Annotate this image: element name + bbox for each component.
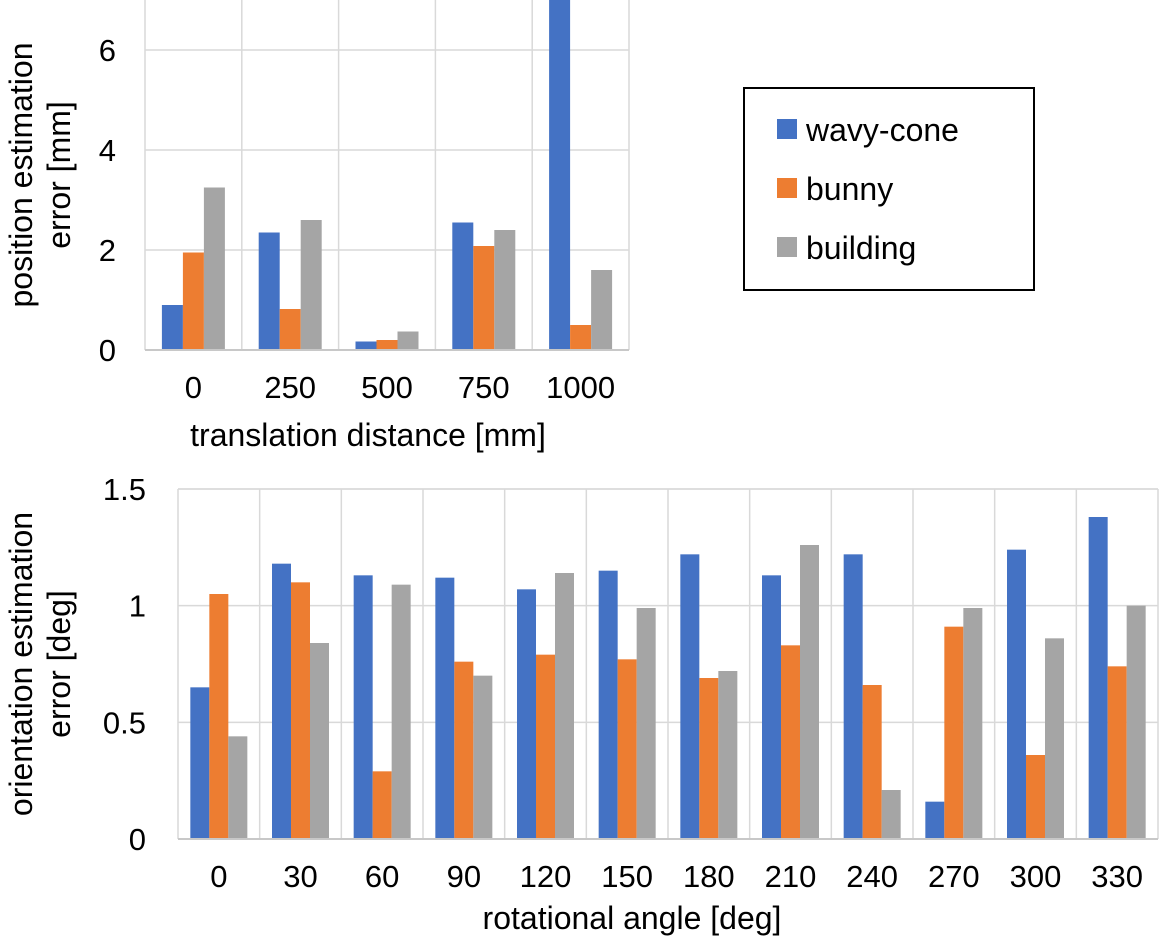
y-axis-title-line: error [mm] — [41, 101, 77, 249]
x-tick-label: 1000 — [546, 370, 615, 405]
legend-label-building: building — [806, 230, 916, 266]
bar-bunny-60 — [372, 771, 392, 839]
bar-bunny-0 — [209, 594, 229, 839]
bar-building-500 — [397, 331, 419, 350]
bar-wavy-cone-150 — [598, 570, 618, 839]
x-tick-label: 180 — [683, 859, 735, 894]
bar-bunny-270 — [944, 626, 964, 839]
bar-wavy-cone-0 — [190, 687, 210, 839]
bar-building-1000 — [591, 270, 613, 350]
x-axis-title: translation distance [mm] — [190, 417, 546, 453]
y-tick-label: 6 — [99, 33, 116, 68]
x-tick-label: 0 — [210, 859, 227, 894]
legend-label-bunny: bunny — [806, 171, 893, 207]
bar-wavy-cone-250 — [258, 232, 280, 350]
bar-bunny-330 — [1107, 666, 1127, 839]
bar-building-330 — [1126, 605, 1146, 839]
y-axis-title-line: error [deg] — [41, 590, 77, 738]
bar-bunny-30 — [291, 582, 310, 839]
bar-building-240 — [881, 790, 901, 839]
y-axis-title-line: position estimation — [3, 42, 39, 307]
y-axis-title: orientation estimationerror [deg] — [3, 512, 77, 816]
bar-building-270 — [963, 608, 983, 839]
x-tick-label: 300 — [1010, 859, 1062, 894]
bar-building-0 — [228, 736, 248, 839]
bar-building-0 — [203, 187, 225, 350]
bar-building-90 — [473, 675, 493, 839]
y-tick-label: 2 — [99, 233, 116, 268]
bar-building-150 — [636, 608, 656, 839]
y-tick-label: 0 — [99, 333, 116, 368]
y-tick-label: 0 — [129, 822, 146, 857]
bar-building-30 — [310, 643, 329, 839]
bar-wavy-cone-0 — [161, 305, 183, 350]
bar-building-60 — [391, 584, 411, 839]
bar-wavy-cone-300 — [1007, 549, 1026, 839]
bar-wavy-cone-210 — [762, 575, 781, 839]
x-tick-label: 500 — [361, 370, 413, 405]
y-axis-title: position estimationerror [mm] — [3, 42, 77, 307]
x-tick-label: 60 — [365, 859, 399, 894]
bar-wavy-cone-120 — [517, 589, 536, 839]
x-tick-label: 250 — [264, 370, 316, 405]
bar-wavy-cone-30 — [272, 563, 291, 839]
orientation-error-chart: 0 0.5 1 1.5 0 30 60 90 120 150 180 210 240 270 300 330 r… — [3, 472, 1159, 936]
bar-building-210 — [800, 545, 819, 839]
bar-bunny-300 — [1026, 755, 1045, 839]
bar-wavy-cone-90 — [435, 577, 455, 839]
legend-label-wavy-cone: wavy-cone — [805, 112, 959, 148]
bar-wavy-cone-330 — [1088, 517, 1108, 839]
x-axis-title: rotational angle [deg] — [483, 900, 782, 936]
legend-swatch-wavy-cone — [777, 119, 797, 139]
bar-bunny-90 — [454, 661, 474, 839]
bar-building-120 — [555, 573, 574, 839]
legend-swatch-bunny — [777, 178, 797, 198]
bar-bunny-250 — [279, 309, 301, 350]
bar-bunny-210 — [781, 645, 800, 839]
y-tick-label: 0.5 — [103, 705, 146, 740]
bar-wavy-cone-1000 — [549, 0, 571, 350]
bar-building-750 — [494, 230, 516, 350]
y-axis-title-line: orientation estimation — [3, 512, 39, 816]
y-tick-label: 1 — [129, 589, 146, 624]
x-tick-label: 0 — [185, 370, 202, 405]
bar-wavy-cone-60 — [353, 575, 373, 839]
bar-bunny-180 — [699, 678, 719, 839]
bar-bunny-120 — [536, 654, 555, 839]
bar-bunny-150 — [617, 659, 637, 839]
bar-building-180 — [718, 671, 738, 839]
legend: wavy-cone bunny building — [743, 87, 1035, 291]
bar-bunny-0 — [182, 252, 204, 350]
bar-wavy-cone-500 — [355, 341, 377, 350]
x-tick-label: 750 — [458, 370, 510, 405]
bar-wavy-cone-180 — [680, 554, 700, 839]
bar-building-300 — [1045, 638, 1064, 839]
x-tick-label: 30 — [283, 859, 317, 894]
x-tick-label: 240 — [846, 859, 898, 894]
legend-swatch-building — [777, 237, 797, 257]
x-tick-label: 270 — [928, 859, 980, 894]
bar-bunny-500 — [376, 340, 398, 350]
bar-bunny-1000 — [570, 325, 592, 350]
y-tick-label: 4 — [99, 133, 116, 168]
bar-bunny-240 — [862, 685, 882, 839]
x-tick-label: 120 — [520, 859, 572, 894]
bar-wavy-cone-270 — [925, 801, 945, 839]
x-tick-label: 90 — [447, 859, 481, 894]
y-tick-label: 1.5 — [103, 472, 146, 507]
bar-bunny-750 — [473, 246, 495, 350]
x-tick-label: 330 — [1091, 859, 1143, 894]
bar-wavy-cone-240 — [843, 554, 863, 839]
x-tick-label: 150 — [601, 859, 653, 894]
bar-building-250 — [300, 220, 322, 350]
x-tick-label: 210 — [765, 859, 817, 894]
bar-wavy-cone-750 — [452, 222, 474, 350]
